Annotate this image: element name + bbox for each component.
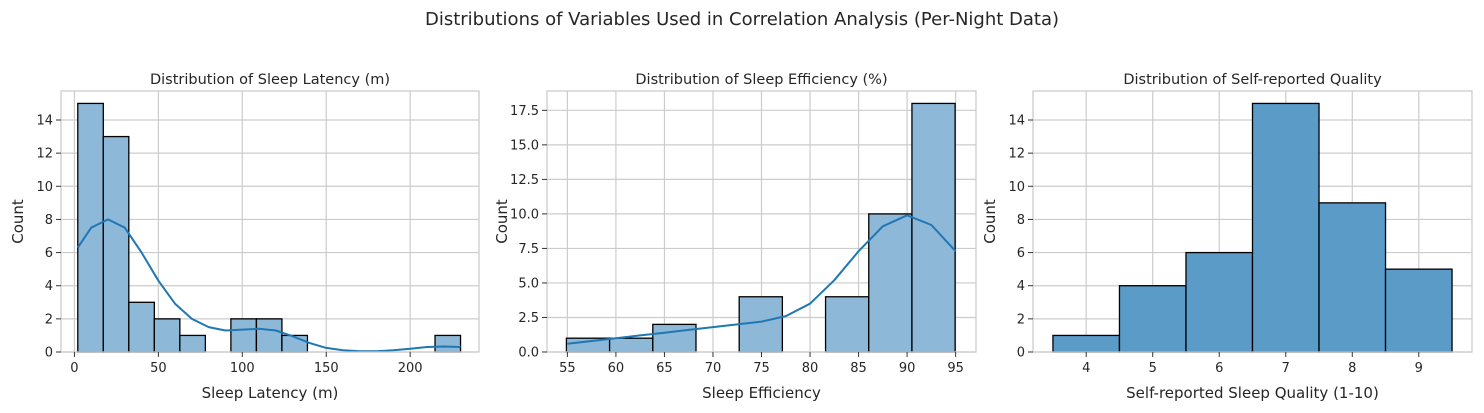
x-tick-label: 90 — [899, 361, 916, 376]
histogram-bar — [128, 301, 155, 353]
y-tick-label: 0 — [45, 346, 53, 361]
x-tick-label: 75 — [753, 361, 770, 376]
histogram-bar — [1185, 251, 1254, 353]
x-tick-label: 70 — [705, 361, 722, 376]
y-tick-label: 14 — [1008, 114, 1025, 129]
histogram-bar — [1251, 102, 1320, 353]
histogram-bar — [1318, 202, 1387, 353]
x-tick-label: 80 — [802, 361, 819, 376]
x-tick-label: 150 — [314, 361, 339, 376]
y-tick-label: 12 — [36, 147, 53, 162]
y-tick-label: 15.0 — [510, 138, 539, 153]
chart-panel-sleep-latency: 0 50 100 150 200 0 2 4 6 8 10 12 14 Distribution of S… — [9, 72, 480, 402]
y-tick-label: 10.0 — [510, 207, 539, 222]
chart-title: Distribution of Sleep Efficiency (%) — [635, 72, 887, 88]
x-tick-label: 7 — [1282, 361, 1290, 376]
x-tick-label: 8 — [1348, 361, 1356, 376]
x-tick-label: 85 — [850, 361, 867, 376]
chart-panel-self-reported-quality: 4 5 6 7 8 9 0 2 4 6 8 10 12 14 Distribution of Self-re… — [981, 72, 1473, 402]
y-tick-label: 4 — [1017, 279, 1025, 294]
figure-suptitle: Distributions of Variables Used in Corre… — [425, 9, 1059, 30]
x-tick-label: 4 — [1082, 361, 1090, 376]
x-tick-label: 95 — [947, 361, 964, 376]
y-tick-label: 12.5 — [510, 173, 539, 188]
y-tick-label: 10 — [1008, 180, 1025, 195]
y-tick-label: 6 — [1017, 246, 1025, 261]
histogram-bar — [1052, 334, 1121, 353]
histogram-bar — [255, 318, 283, 353]
y-tick-label: 7.5 — [518, 242, 539, 257]
kde-curve — [567, 214, 957, 345]
axes-frame — [60, 90, 480, 353]
y-tick-label: 5.0 — [518, 276, 539, 291]
y-tick-label: 2 — [45, 312, 53, 327]
histogram-bar — [911, 102, 956, 353]
y-tick-label: 14 — [36, 114, 53, 129]
x-tick-label: 0 — [70, 361, 78, 376]
histogram-bar — [102, 135, 130, 353]
histogram-bar — [1384, 268, 1453, 353]
x-tick-label: 60 — [608, 361, 625, 376]
histogram-bar — [434, 334, 462, 353]
y-tick-label: 2 — [1017, 312, 1025, 327]
kde-curve — [76, 218, 461, 353]
histogram-bar — [824, 296, 870, 353]
y-axis-label: Count — [493, 199, 511, 244]
chart-title: Distribution of Sleep Latency (m) — [150, 72, 390, 88]
histogram-bar — [608, 337, 654, 353]
y-tick-label: 10 — [36, 180, 53, 195]
x-tick-label: 9 — [1415, 361, 1423, 376]
x-tick-label: 65 — [656, 361, 673, 376]
chart-title: Distribution of Self-reported Quality — [1123, 72, 1382, 88]
y-tick-label: 2.5 — [518, 311, 539, 326]
x-tick-label: 5 — [1149, 361, 1157, 376]
y-tick-label: 0 — [1017, 346, 1025, 361]
histogram-bar — [179, 334, 207, 353]
histogram-bar — [230, 318, 258, 353]
y-tick-label: 6 — [45, 246, 53, 261]
y-tick-label: 4 — [45, 279, 53, 294]
x-axis-label: Self-reported Sleep Quality (1-10) — [1126, 384, 1379, 402]
y-axis-label: Count — [9, 199, 27, 244]
y-tick-label: 17.5 — [510, 104, 539, 119]
y-tick-label: 8 — [45, 213, 53, 228]
histogram-bar — [652, 323, 697, 353]
y-tick-label: 0.0 — [518, 346, 539, 361]
x-tick-label: 50 — [150, 361, 167, 376]
x-axis-label: Sleep Latency (m) — [202, 384, 339, 402]
y-tick-label: 12 — [1008, 147, 1025, 162]
y-axis-label: Count — [981, 199, 999, 244]
histogram-bar — [153, 318, 181, 353]
y-tick-label: 8 — [1017, 213, 1025, 228]
histogram-bar — [1118, 285, 1187, 353]
chart-panel-sleep-efficiency: 55 60 65 70 75 80 85 90 95 0.0 2.5 5.0 7.5 10.0 12.5 15… — [493, 72, 977, 402]
x-tick-label: 55 — [559, 361, 576, 376]
x-axis-label: Sleep Efficiency — [702, 384, 821, 402]
x-tick-label: 6 — [1215, 361, 1223, 376]
x-tick-label: 100 — [230, 361, 255, 376]
axes-frame — [1032, 90, 1473, 353]
x-tick-label: 200 — [398, 361, 423, 376]
